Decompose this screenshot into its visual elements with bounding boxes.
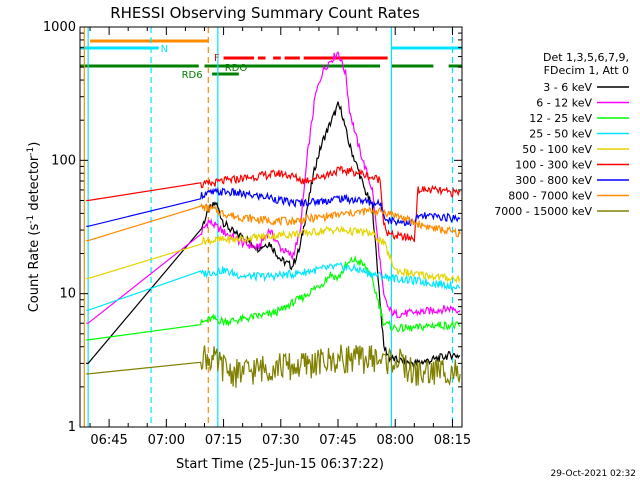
legend-label: 800 - 7000 keV: [508, 190, 592, 203]
legend-label: 50 - 100 keV: [522, 143, 592, 156]
legend-label: 100 - 300 keV: [515, 159, 592, 172]
x-tick-label: 07:30: [262, 433, 299, 448]
x-tick-label: 07:45: [319, 433, 356, 448]
flag-bars: N F RDO RD6: [80, 39, 462, 81]
series-line-3: [86, 255, 461, 341]
y-tick-label: 1000: [43, 20, 76, 35]
series-group: [86, 51, 461, 388]
flag-label: F: [214, 53, 220, 64]
legend-label: 6 - 12 keV: [536, 97, 592, 110]
legend-label: 7000 - 15000 keV: [494, 205, 592, 218]
series-line-7: [86, 187, 461, 227]
chart-title: RHESSI Observing Summary Count Rates: [110, 4, 420, 22]
y-tick-label: 1: [68, 420, 76, 435]
legend-label: 3 - 6 keV: [543, 81, 592, 94]
flag-label: RDO: [225, 63, 248, 74]
y-axis-label: Count Rate (s-1 detector-1): [26, 142, 42, 313]
legend-header: Det 1,3,5,6,7,9,: [543, 51, 629, 64]
flag-label: N: [161, 44, 168, 55]
legend-header: FDecim 1, Att 0: [544, 64, 629, 77]
x-tick-label: 08:00: [377, 433, 414, 448]
legend: Det 1,3,5,6,7,9,FDecim 1, Att 0 3 - 6 keV…: [494, 51, 629, 218]
legend-label: 12 - 25 keV: [529, 112, 592, 125]
x-tick-label: 08:15: [434, 433, 471, 448]
x-tick-label: 07:00: [148, 433, 185, 448]
series-line-5: [86, 224, 461, 284]
series-line-4: [86, 261, 461, 311]
flag-label: RD6: [182, 70, 203, 81]
footer-timestamp: 29-Oct-2021 02:32: [551, 469, 636, 479]
series-line-2: [86, 51, 461, 324]
x-tick-label: 07:15: [205, 433, 242, 448]
legend-label: 300 - 800 keV: [515, 174, 592, 187]
axis-ticks: 1 10 100 1000 06:45 07:00 07:15 07:30 07:45 08:00…: [43, 20, 471, 448]
x-tick-label: 06:45: [90, 433, 127, 448]
legend-label: 25 - 50 keV: [529, 128, 592, 141]
x-axis-label: Start Time (25-Jun-15 06:37:22): [176, 457, 384, 472]
plot-frame: [79, 26, 463, 428]
series-line-9: [86, 344, 461, 388]
y-tick-label: 100: [51, 153, 76, 168]
y-tick-label: 10: [59, 287, 76, 302]
series-line-8: [86, 202, 461, 242]
series-line-6: [86, 165, 461, 243]
